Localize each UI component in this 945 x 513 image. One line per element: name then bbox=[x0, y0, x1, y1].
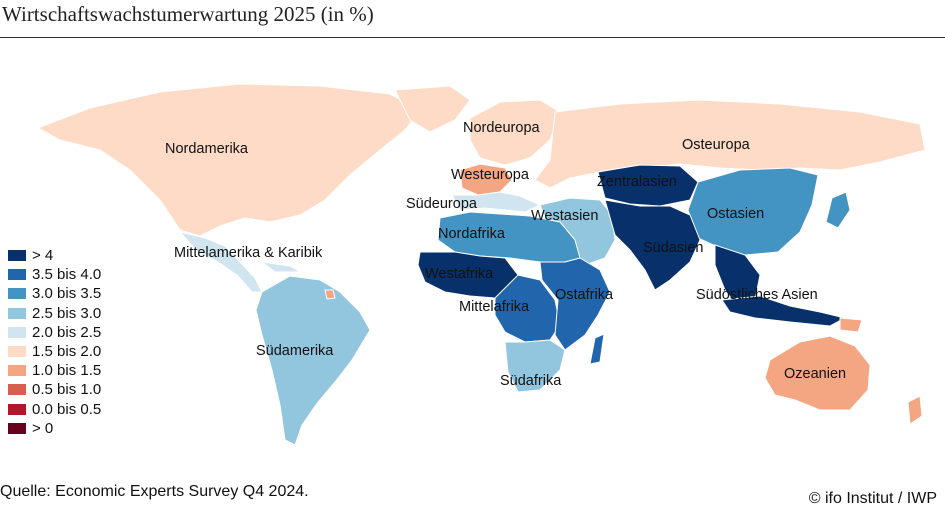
legend-label: 1.5 bis 2.0 bbox=[32, 343, 102, 361]
title-divider bbox=[0, 37, 945, 38]
label-suedostasien: Südöstliches Asien bbox=[696, 287, 818, 303]
label-mittelamerika: Mittelamerika & Karibik bbox=[174, 245, 323, 261]
legend-item: 1.5 bis 2.0 bbox=[8, 342, 101, 361]
legend-swatch bbox=[8, 365, 26, 377]
legend-item: 2.0 bis 2.5 bbox=[8, 323, 101, 342]
world-map: Nordamerika Nordeuropa Osteuropa Westeur… bbox=[36, 83, 926, 446]
region-shape-japan bbox=[825, 191, 851, 229]
legend-swatch bbox=[8, 384, 26, 396]
legend-item: 3.5 bis 4.0 bbox=[8, 265, 101, 284]
copyright-note: © ifo Institut / IWP bbox=[808, 490, 937, 507]
legend-item: 2.5 bis 3.0 bbox=[8, 304, 101, 323]
legend-label: 3.0 bis 3.5 bbox=[32, 285, 102, 303]
region-shape-groenland bbox=[394, 85, 471, 133]
region-shape-madagaskar bbox=[589, 333, 605, 365]
legend-item: > 4 bbox=[8, 246, 101, 265]
label-nordeuropa: Nordeuropa bbox=[463, 120, 541, 136]
legend-item: 3.0 bis 3.5 bbox=[8, 284, 101, 303]
legend-label: 0.0 bis 0.5 bbox=[32, 400, 102, 418]
label-ostafrika: Ostafrika bbox=[555, 287, 614, 303]
label-ozeanien: Ozeanien bbox=[784, 366, 846, 382]
legend-item: 0.0 bis 0.5 bbox=[8, 400, 101, 419]
region-shape-guyana bbox=[324, 289, 336, 300]
source-note: Quelle: Economic Experts Survey Q4 2024. bbox=[0, 483, 309, 500]
region-shape-suedeuropa bbox=[451, 191, 542, 213]
region-shape-suedafrika bbox=[504, 339, 566, 393]
legend-label: 0.5 bis 1.0 bbox=[32, 381, 102, 399]
label-nordafrika: Nordafrika bbox=[438, 226, 506, 242]
legend-swatch bbox=[8, 269, 26, 281]
legend-swatch bbox=[8, 250, 26, 262]
label-zentralasien: Zentralasien bbox=[597, 174, 677, 190]
legend-item: 1.0 bis 1.5 bbox=[8, 361, 101, 380]
region-shape-indonesien bbox=[721, 295, 847, 327]
label-osteuropa: Osteuropa bbox=[682, 137, 751, 153]
region-shape-ostafrika bbox=[539, 257, 611, 351]
region-shape-suedasien bbox=[604, 199, 701, 291]
legend: > 4 3.5 bis 4.0 3.0 bis 3.5 2.5 bis 3.0 … bbox=[8, 246, 101, 438]
region-shape-nordeuropa bbox=[469, 99, 561, 166]
legend-label: 3.5 bis 4.0 bbox=[32, 266, 102, 284]
region-shape-neuseeland bbox=[907, 395, 923, 425]
label-nordamerika: Nordamerika bbox=[165, 141, 249, 157]
region-shape-mittelamerika bbox=[178, 231, 263, 293]
legend-item: > 0 bbox=[8, 419, 101, 438]
region-shape-zentralasien bbox=[597, 164, 699, 207]
legend-item: 0.5 bis 1.0 bbox=[8, 380, 101, 399]
legend-label: 2.0 bis 2.5 bbox=[32, 323, 102, 341]
region-shape-karibik bbox=[260, 261, 302, 273]
label-westafrika: Westafrika bbox=[425, 266, 494, 282]
legend-swatch bbox=[8, 422, 26, 434]
label-westeuropa: Westeuropa bbox=[451, 167, 530, 183]
label-ostasien: Ostasien bbox=[707, 206, 764, 222]
map-title: Wirtschaftswachstumerwartung 2025 (in %) bbox=[2, 2, 374, 26]
legend-swatch bbox=[8, 307, 26, 319]
legend-label: 2.5 bis 3.0 bbox=[32, 304, 102, 322]
label-mittelafrika: Mittelafrika bbox=[459, 299, 530, 315]
legend-swatch bbox=[8, 326, 26, 338]
region-shape-nordamerika bbox=[36, 83, 421, 237]
region-shape-westeuropa bbox=[459, 163, 513, 196]
label-suedeuropa: Südeuropa bbox=[406, 196, 478, 212]
label-suedasien: Südasien bbox=[643, 240, 703, 256]
region-shape-ozeanien bbox=[764, 335, 871, 411]
legend-label: > 4 bbox=[32, 247, 54, 265]
legend-label: 1.0 bis 1.5 bbox=[32, 362, 102, 380]
region-shape-papua bbox=[839, 317, 863, 333]
legend-label: > 0 bbox=[32, 419, 54, 437]
legend-swatch bbox=[8, 288, 26, 300]
region-shape-suedamerika bbox=[255, 275, 371, 446]
label-suedamerika: Südamerika bbox=[256, 343, 334, 359]
legend-swatch bbox=[8, 403, 26, 415]
label-westasien: Westasien bbox=[531, 208, 598, 224]
label-suedafrika: Südafrika bbox=[500, 373, 562, 389]
legend-swatch bbox=[8, 346, 26, 358]
